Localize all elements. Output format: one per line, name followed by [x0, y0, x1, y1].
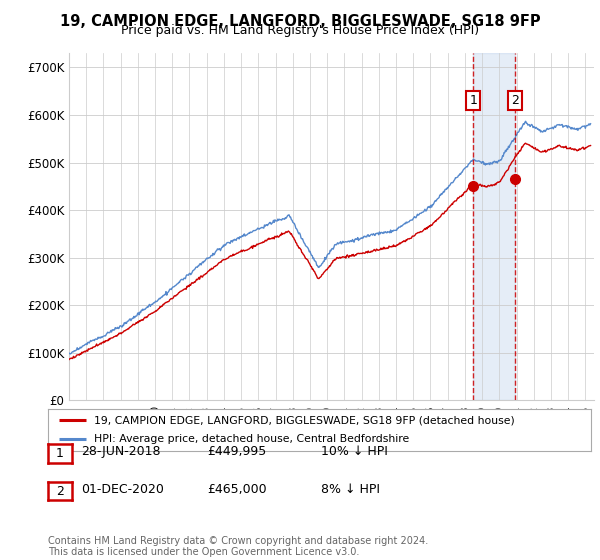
Text: Contains HM Land Registry data © Crown copyright and database right 2024.
This d: Contains HM Land Registry data © Crown c…: [48, 535, 428, 557]
Text: 2: 2: [56, 484, 64, 498]
Text: 2: 2: [511, 94, 519, 108]
Text: 19, CAMPION EDGE, LANGFORD, BIGGLESWADE, SG18 9FP: 19, CAMPION EDGE, LANGFORD, BIGGLESWADE,…: [59, 14, 541, 29]
Text: 10% ↓ HPI: 10% ↓ HPI: [321, 445, 388, 459]
Text: 19, CAMPION EDGE, LANGFORD, BIGGLESWADE, SG18 9FP (detached house): 19, CAMPION EDGE, LANGFORD, BIGGLESWADE,…: [94, 415, 515, 425]
Bar: [473, 53, 515, 400]
Text: Price paid vs. HM Land Registry's House Price Index (HPI): Price paid vs. HM Land Registry's House …: [121, 24, 479, 37]
Text: £449,995: £449,995: [207, 445, 266, 459]
Text: 8% ↓ HPI: 8% ↓ HPI: [321, 483, 380, 496]
Text: 01-DEC-2020: 01-DEC-2020: [81, 483, 164, 496]
Text: 28-JUN-2018: 28-JUN-2018: [81, 445, 161, 459]
Text: HPI: Average price, detached house, Central Bedfordshire: HPI: Average price, detached house, Cent…: [94, 435, 409, 445]
Text: 1: 1: [469, 94, 477, 108]
Text: £465,000: £465,000: [207, 483, 266, 496]
Text: 1: 1: [56, 447, 64, 460]
